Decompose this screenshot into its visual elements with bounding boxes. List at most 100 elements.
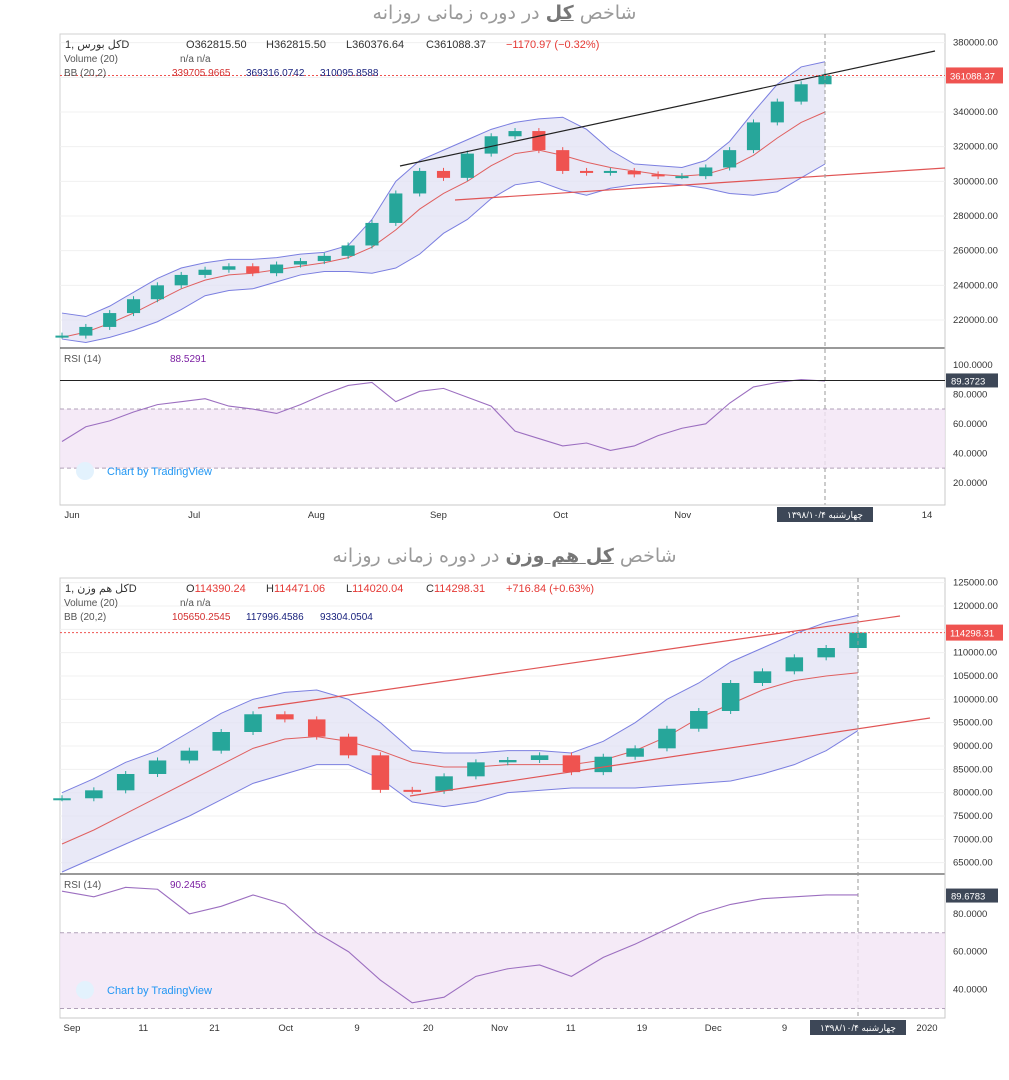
bb-lower-line [61, 730, 859, 873]
bb-value: 105650.2545 [172, 612, 231, 623]
candle-body [79, 326, 93, 336]
rsi-tick-label: 20.0000 [953, 478, 987, 489]
tradingview-watermark: Chart by TradingView [107, 985, 212, 997]
trendline-upper [257, 615, 901, 709]
bb-label: BB (20,2) [64, 68, 106, 79]
bb-value: 93304.0504 [320, 612, 373, 623]
time-tick-label: Oct [278, 1023, 293, 1034]
price-tick-label: 100000.00 [953, 694, 998, 705]
candle-body [508, 131, 522, 137]
price-tick-label: 320000.00 [953, 142, 998, 153]
date-tag [810, 1020, 906, 1035]
candle-body [53, 798, 71, 801]
candle-body [794, 84, 808, 102]
price-tick-label: 85000.00 [953, 764, 993, 775]
rsi-label: RSI (14) [64, 880, 101, 891]
date-tag-text: چهارشنبه ۱۳۹۸/۱۰/۴ [820, 1023, 896, 1033]
candle-body [403, 789, 421, 792]
time-tick-label: 9 [782, 1023, 787, 1034]
last-price-value: 361088.37 [950, 71, 995, 82]
time-tick-label: 14 [922, 510, 933, 521]
tradingview-cloud-icon [76, 462, 94, 480]
rsi-tick-label: 80.0000 [953, 909, 987, 920]
last-price-tag [946, 67, 1003, 84]
change-label: +716.84 (+0.63%) [506, 583, 594, 595]
bb-value: 310095.8588 [320, 68, 379, 79]
bb-value: 339705.9665 [172, 68, 231, 79]
candle-body [339, 736, 358, 756]
candle-body [746, 122, 761, 151]
time-tick-label: 11 [138, 1023, 148, 1034]
candle-body [675, 176, 689, 179]
price-tick-label: 90000.00 [953, 741, 993, 752]
price-tick-label: 65000.00 [953, 858, 993, 869]
candle-body [484, 136, 498, 154]
last-price-tag [946, 624, 1003, 641]
ohlc-h: H362815.50 [266, 39, 326, 51]
candle-body [556, 150, 570, 171]
candle-body [770, 101, 784, 123]
time-tick-label: 9 [354, 1023, 359, 1034]
tradingview-cloud-icon [76, 981, 94, 999]
candle-body [276, 714, 294, 720]
price-tick-label: 95000.00 [953, 718, 993, 729]
rsi-value: 88.5291 [170, 354, 207, 365]
rsi-last-tag [946, 373, 998, 388]
candle-body [690, 711, 708, 729]
bb-upper-line [61, 61, 826, 318]
chart-1-caption: شاخص کل در دوره زمانی روزانه [372, 2, 637, 24]
candle-body [467, 762, 485, 777]
candle-body [389, 193, 403, 223]
price-tick-label: 110000.00 [953, 648, 997, 659]
candle-body [817, 648, 835, 658]
rsi-tick-label: 100.0000 [953, 360, 993, 371]
price-tick-label: 120000.00 [953, 601, 998, 612]
rsi-line [61, 886, 858, 1004]
candle-body [148, 760, 167, 774]
volume-label: Volume (20) [64, 54, 118, 65]
date-tag-text: چهارشنبه ۱۳۹۸/۱۰/۴ [787, 510, 863, 520]
bb-value: 117996.4586 [246, 612, 304, 623]
candle-body [651, 174, 665, 177]
price-tick-label: 300000.00 [953, 176, 998, 187]
candle-body [198, 269, 212, 275]
rsi-tick-label: 40.0000 [953, 448, 987, 459]
candle-body [413, 170, 427, 194]
candle-body [174, 274, 188, 286]
price-tick-label: 70000.00 [953, 834, 993, 845]
candle-body [603, 170, 617, 173]
candle-body [562, 755, 581, 773]
candle-body [460, 153, 474, 178]
candle-body [307, 719, 326, 737]
candle-body [435, 776, 453, 791]
trendline-lower [409, 717, 931, 797]
time-tick-label: 2020 [916, 1023, 937, 1034]
ohlc-l: L360376.64 [346, 39, 404, 51]
volume-label: Volume (20) [64, 598, 118, 609]
time-tick-label: Sep [64, 1023, 81, 1034]
candle-body [658, 728, 676, 749]
price-tick-label: 240000.00 [953, 280, 998, 291]
last-price-value: 114298.31 [950, 629, 994, 640]
candle-body [721, 683, 740, 711]
time-tick-label: Aug [308, 510, 325, 521]
chart-2-caption: شاخص کل هم وزن در دوره زمانی روزانه [332, 545, 677, 567]
candle-body [103, 313, 117, 327]
change-label: −1170.97 (−0.32%) [506, 39, 599, 51]
candle-body [365, 222, 379, 246]
price-tick-label: 75000.00 [953, 811, 993, 822]
time-tick-label: 20 [423, 1023, 434, 1034]
candle-body [627, 170, 641, 175]
candle-body [580, 170, 594, 173]
candle-body [530, 755, 549, 760]
tradingview-watermark: Chart by TradingView [107, 466, 212, 478]
ohlc-c: C114298.31 [426, 583, 485, 595]
candle-body [293, 261, 307, 265]
rsi-band [60, 932, 945, 1009]
rsi-tick-label: 40.0000 [953, 985, 987, 996]
rsi-tick-label: 60.0000 [953, 947, 987, 958]
candle-body [246, 266, 260, 274]
candle-body [116, 774, 135, 791]
symbol-label: کل بورس ,1D [65, 39, 129, 51]
candle-body [180, 750, 199, 761]
